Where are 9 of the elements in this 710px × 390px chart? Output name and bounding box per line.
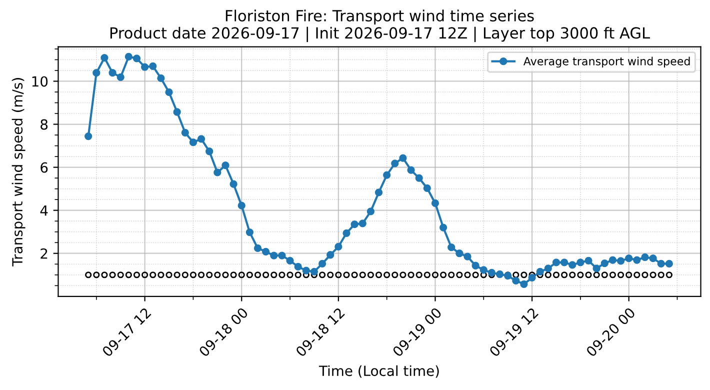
y-tick-label: 2 bbox=[40, 248, 48, 259]
y-axis-title: Transport wind speed (m/s) bbox=[12, 78, 26, 266]
y-tick-label: 4 bbox=[40, 205, 48, 216]
y-tick-label: 6 bbox=[40, 162, 48, 173]
chart-title: Floriston Fire: Transport wind time series Product date 2026-09-17 | Init 2026-09-17 12Z | Layer top 3000 ft AGL bbox=[110, 10, 650, 42]
legend-label: Average transport wind speed bbox=[523, 56, 690, 68]
y-tick-label: 8 bbox=[40, 119, 48, 130]
x-axis-title: Time (Local time) bbox=[318, 365, 439, 378]
y-tick-label: 10 bbox=[32, 76, 48, 87]
